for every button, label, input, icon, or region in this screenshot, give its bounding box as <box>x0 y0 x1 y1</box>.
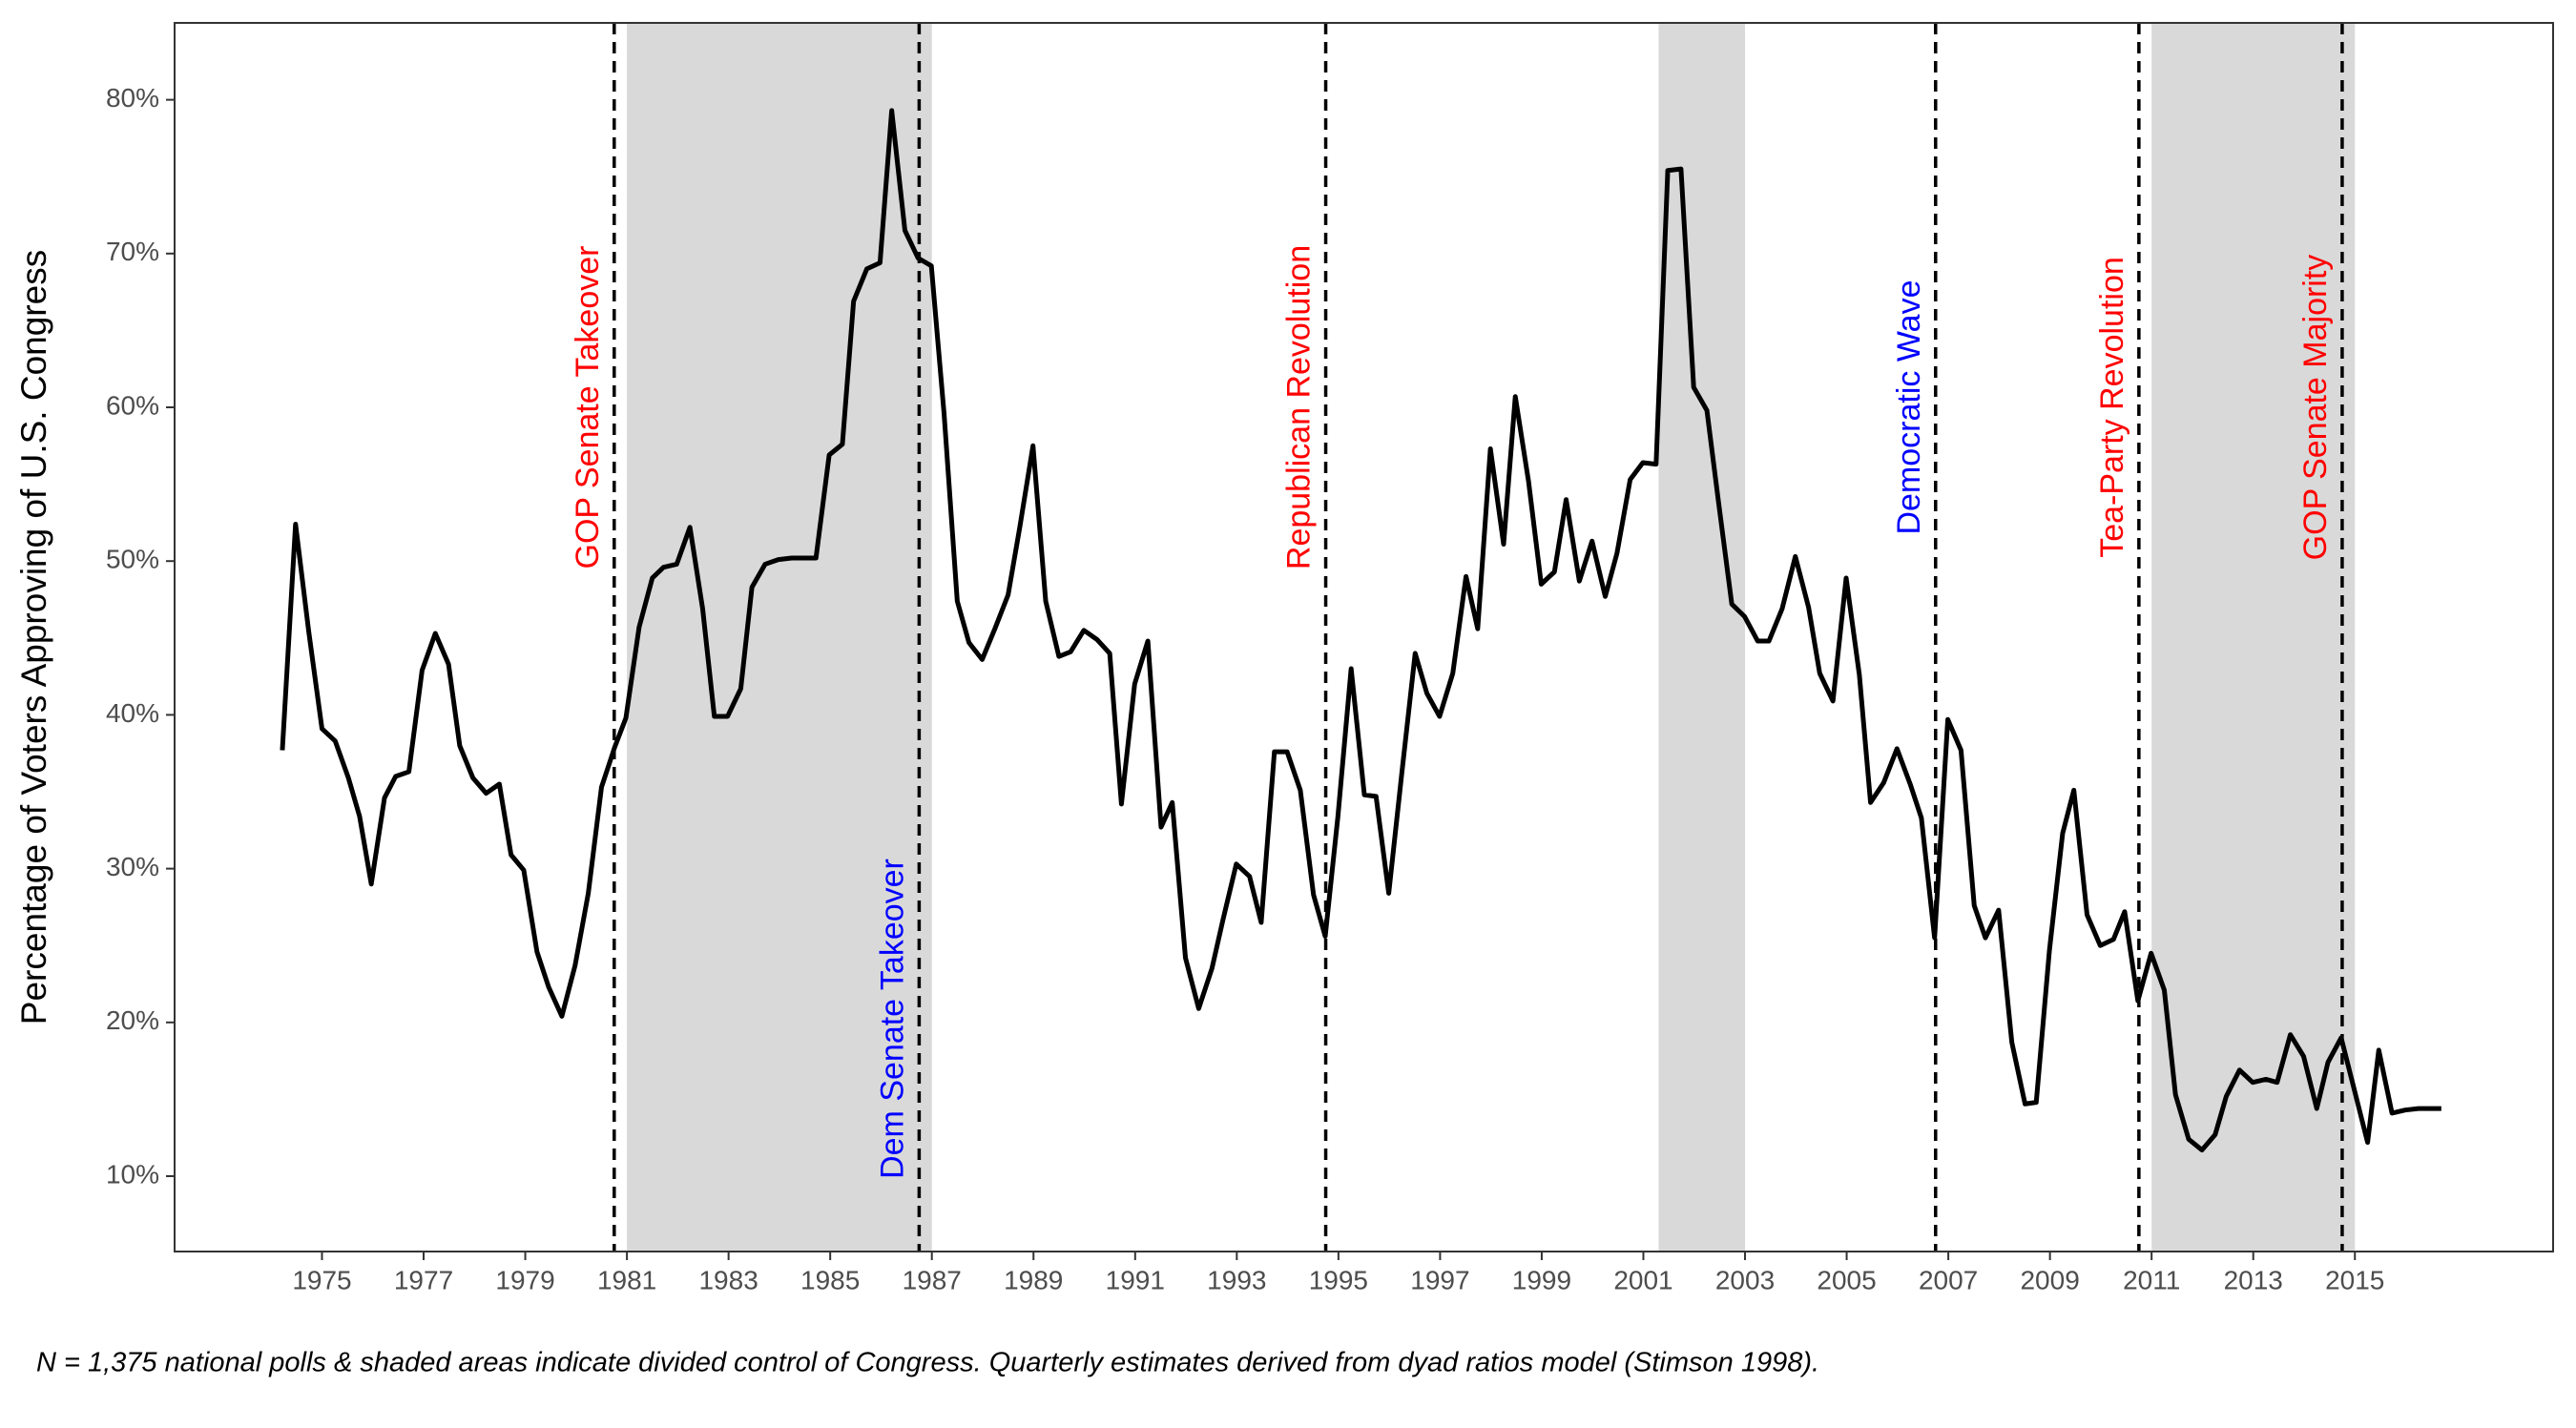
x-tick-label: 2003 <box>1715 1265 1775 1294</box>
y-tick-label: 50% <box>106 545 159 574</box>
event-label: Dem Senate Takeover <box>874 859 910 1179</box>
x-tick-label: 1989 <box>1004 1265 1063 1294</box>
y-tick-label: 20% <box>106 1005 159 1035</box>
y-tick-label: 80% <box>106 83 159 113</box>
x-tick-label: 1979 <box>495 1265 554 1294</box>
x-tick-label: 2005 <box>1817 1265 1876 1294</box>
caption: N = 1,375 national polls & shaded areas … <box>36 1348 1819 1378</box>
x-tick-label: 1985 <box>800 1265 860 1294</box>
x-tick-label: 1983 <box>698 1265 758 1294</box>
plot-frame <box>174 22 2554 1252</box>
event-label: GOP Senate Majority <box>2297 255 2334 561</box>
x-tick-label: 1981 <box>597 1265 656 1294</box>
approval-line <box>280 108 2441 1153</box>
x-tick-label: 1975 <box>292 1265 351 1294</box>
x-tick-label: 2001 <box>1613 1265 1672 1294</box>
event-label: GOP Senate Takeover <box>570 246 606 569</box>
y-tick-label: 10% <box>106 1159 159 1189</box>
x-tick-label: 1991 <box>1106 1265 1165 1294</box>
x-tick-label: 1997 <box>1410 1265 1469 1294</box>
x-tick-label: 2013 <box>2224 1265 2283 1294</box>
y-axis-title: Percentage of Voters Approving of U.S. C… <box>14 250 53 1024</box>
x-tick-label: 2007 <box>1919 1265 1978 1294</box>
x-tick-label: 1977 <box>394 1265 453 1294</box>
x-tick-label: 1987 <box>903 1265 962 1294</box>
x-tick-label: 1993 <box>1207 1265 1266 1294</box>
x-tick-label: 1995 <box>1309 1265 1368 1294</box>
x-tick-label: 1999 <box>1512 1265 1571 1294</box>
x-tick-label: 2015 <box>2325 1265 2384 1294</box>
shaded-region <box>2151 23 2356 1252</box>
y-tick-label: 60% <box>106 390 159 420</box>
y-tick-label: 70% <box>106 237 159 266</box>
x-tick-label: 2009 <box>2020 1265 2079 1294</box>
x-tick-label: 2011 <box>2123 1265 2180 1294</box>
event-label: Tea-Party Revolution <box>2094 257 2130 558</box>
y-tick-label: 40% <box>106 698 159 728</box>
shaded-region <box>1658 23 1746 1252</box>
event-label: Republican Revolution <box>1281 245 1318 569</box>
event-label: Democratic Wave <box>1891 279 1927 534</box>
y-tick-label: 30% <box>106 852 159 881</box>
